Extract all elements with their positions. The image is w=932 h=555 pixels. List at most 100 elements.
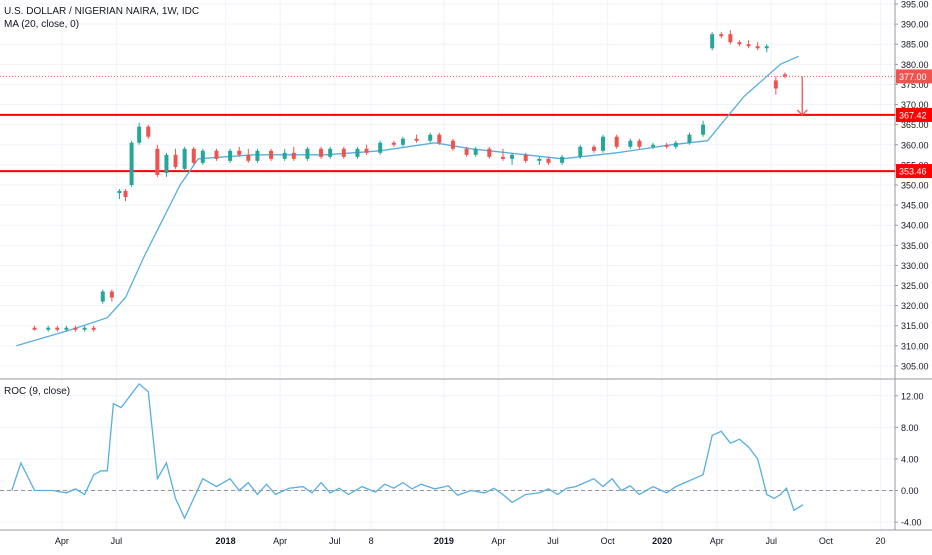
price-tick-label: 340.00 [901,221,929,231]
candle-body [450,140,455,149]
candle-body [137,126,142,143]
candle-body [246,154,251,161]
candle-body [710,34,715,49]
symbol-title[interactable]: U.S. DOLLAR / NIGERIAN NAIRA, 1W, IDC [4,6,200,17]
candle-body [400,138,405,145]
price-tick-label: 310.00 [901,341,929,351]
candle-body [32,327,37,330]
projection-arrow-head [796,109,808,116]
candle-body [578,146,583,157]
candle-body [664,144,669,147]
candle-body [100,291,105,302]
price-tick-label: 370.00 [901,100,929,110]
candle-body [687,134,692,143]
candle-body [291,152,296,159]
candle-body [782,74,787,77]
time-tick-label: Jul [111,536,123,546]
price-tick-label: 360.00 [901,140,929,150]
time-tick-label: Oct [601,536,616,546]
candle-body [191,148,196,163]
candle-body [123,191,128,198]
price-tick-label: 395.00 [901,0,929,10]
level-price-tag [896,164,932,179]
price-tick-label: 385.00 [901,40,929,50]
candle-body [109,291,114,298]
main-legend: U.S. DOLLAR / NIGERIAN NAIRA, 1W, IDC [4,5,199,18]
time-tick-label: 2020 [652,536,672,546]
candle-body [391,142,396,145]
candle-body [464,148,469,155]
time-tick-label: Apr [55,536,69,546]
price-tick-label: 335.00 [901,241,929,251]
candle-body [755,46,760,49]
candle-body [487,148,492,157]
roc-legend: ROC (9, close) [4,385,70,398]
candle-body [228,150,233,161]
candle-body [510,154,515,159]
roc-title[interactable]: ROC (9, close) [4,386,71,397]
price-tick-label: 330.00 [901,261,929,271]
candle-body [728,34,733,43]
price-tick-label: 390.00 [901,20,929,30]
candle-body [560,156,565,163]
time-tick-label: 8 [369,536,374,546]
roc-tick-label: 12.00 [901,391,924,401]
candle-body [364,148,369,153]
candle-body [546,158,551,163]
time-tick-label: 2018 [216,536,236,546]
candle-body [305,148,310,159]
time-tick-label: 20 [875,536,885,546]
candle-body [601,136,606,151]
time-tick-label: 2019 [434,536,454,546]
roc-tick-label: -4.00 [901,518,922,528]
candle-body [637,140,642,147]
level-price-label: 367.42 [899,110,927,120]
candle-body [73,327,78,330]
candle-body [146,126,151,137]
candle-body [746,44,751,47]
candle-body [614,136,619,147]
time-tick-label: Jul [329,536,341,546]
candle-body [328,148,333,157]
time-tick-label: Apr [491,536,505,546]
price-tick-label: 350.00 [901,180,929,190]
candle-body [591,146,596,151]
time-tick-label: Apr [273,536,287,546]
candle-body [237,150,242,155]
time-tick-label: Oct [819,536,834,546]
price-tick-label: 315.00 [901,321,929,331]
candle-body [523,154,528,161]
candle-body [437,134,442,143]
candle-body [269,150,274,159]
candle-body [341,148,346,157]
candle-body [537,158,542,161]
candle-body [500,156,505,159]
candle-body [719,34,724,37]
candle-body [673,142,678,147]
candle-body [155,148,160,175]
candle-body [414,138,419,141]
candle-body [82,327,87,330]
candle-body [473,148,478,155]
candle-body [355,148,360,157]
price-tick-label: 345.00 [901,201,929,211]
candle-body [182,148,187,169]
candle-body [117,191,122,194]
ma-legend: MA (20, close, 0) [4,18,79,31]
roc-tick-label: 4.00 [901,454,919,464]
candle-body [173,154,178,167]
ma-title[interactable]: MA (20, close, 0) [4,19,80,30]
candle-body [651,144,656,147]
level-price-label: 377.00 [899,72,927,82]
level-price-tag [896,107,932,122]
candle-body [628,140,633,147]
candle-body [378,142,383,153]
time-tick-label: Jul [766,536,778,546]
candle-body [428,134,433,141]
candle-body [55,327,60,330]
roc-line [11,382,804,520]
candle-body [46,327,51,330]
